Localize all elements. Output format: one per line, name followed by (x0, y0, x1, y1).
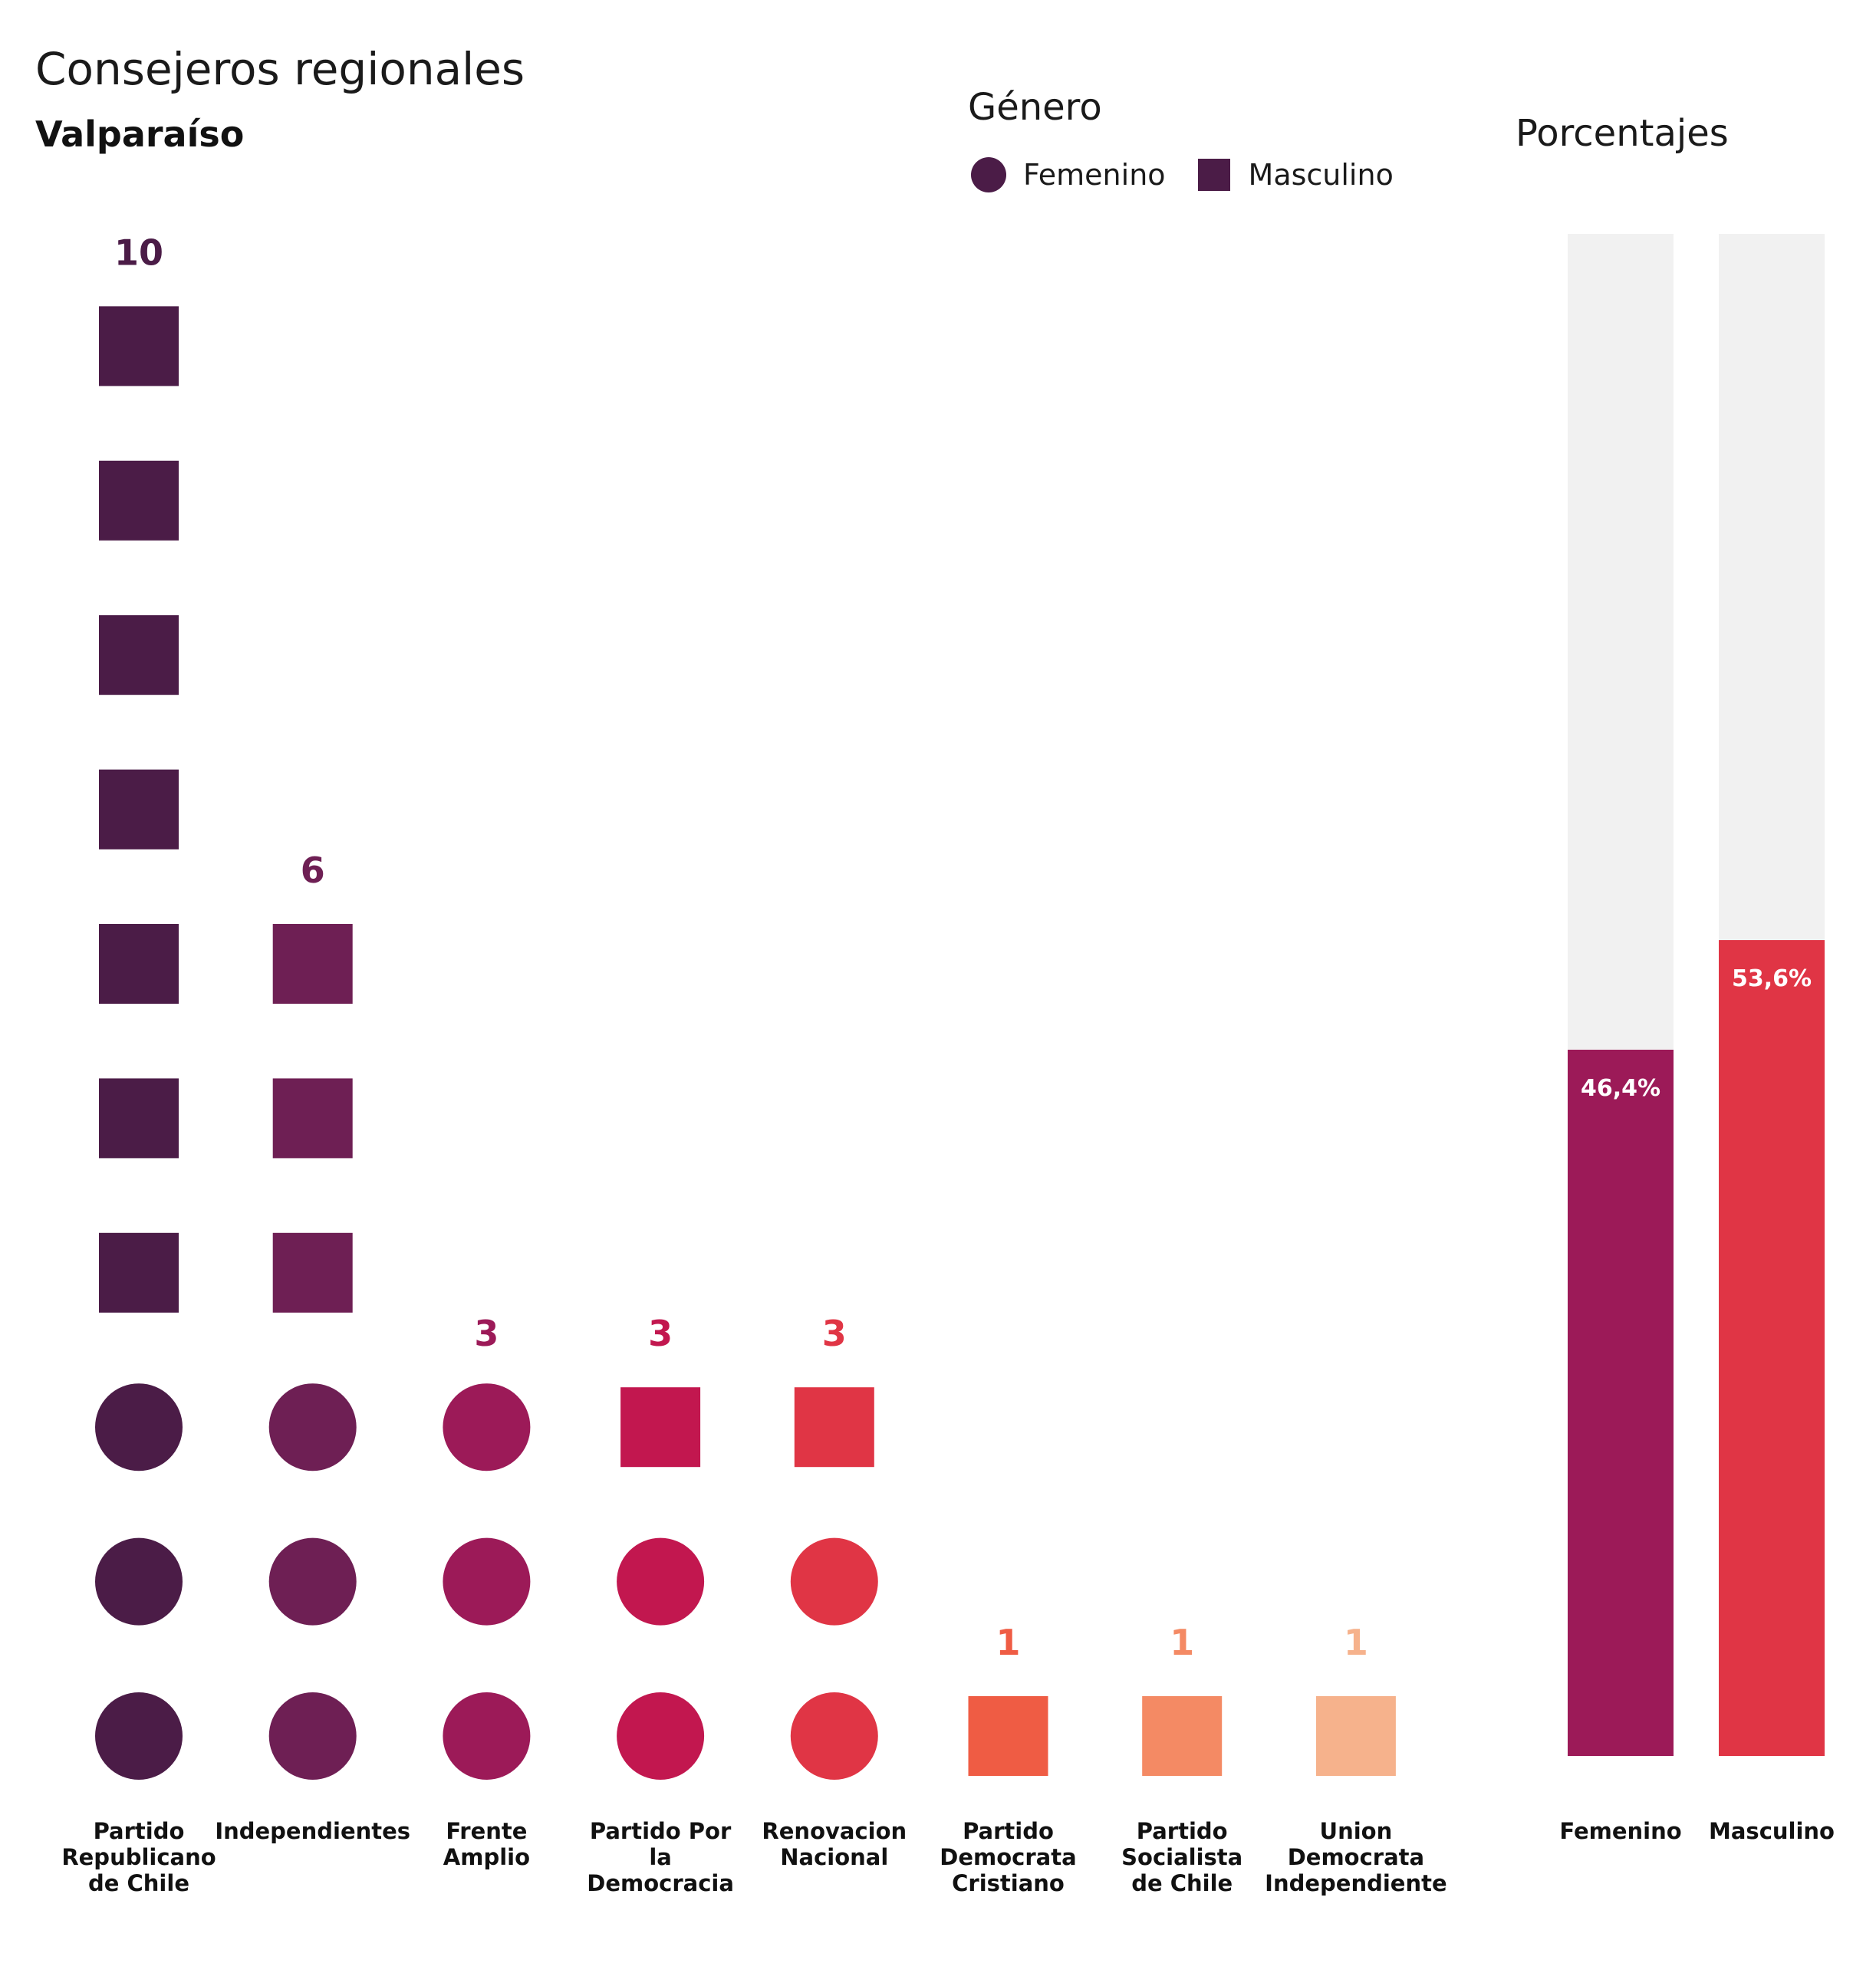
total-label: 1 (996, 1622, 1020, 1663)
unit-square (99, 1078, 179, 1159)
unit-circle (268, 1692, 357, 1780)
bar (1568, 1049, 1674, 1756)
legend-label-masculino: Masculino (1248, 158, 1394, 192)
circle-icon (971, 157, 1006, 192)
unit-square (99, 769, 179, 850)
category-label: Partido Republicano de Chile (61, 1818, 216, 1896)
unit-square (1142, 1696, 1223, 1776)
category-label: Partido Por la Democracia (587, 1818, 734, 1896)
category-label: Renovacion Nacional (762, 1818, 907, 1870)
unit-square (99, 1232, 179, 1313)
square-icon (1197, 159, 1230, 191)
unit-circle (790, 1537, 878, 1626)
total-label: 1 (1344, 1622, 1368, 1663)
unit-circle (95, 1537, 183, 1626)
category-label: Independientes (215, 1818, 410, 1844)
bar-value-label: 46,4% (1581, 1075, 1660, 1102)
chart-subtitle: Valparaíso (35, 113, 245, 155)
unit-square (620, 1387, 701, 1468)
unit-square (272, 1232, 353, 1313)
unit-circle (617, 1692, 705, 1780)
unit-circle (95, 1692, 183, 1780)
category-label: Partido Socialista de Chile (1121, 1818, 1242, 1896)
unit-circle (443, 1692, 531, 1780)
unit-square (968, 1696, 1048, 1776)
total-label: 1 (1170, 1622, 1194, 1663)
bar-category-label: Femenino (1559, 1818, 1681, 1844)
unit-square (99, 615, 179, 695)
unit-square (99, 306, 179, 386)
unit-square (1315, 1696, 1396, 1776)
category-label: Union Democrata Independiente (1265, 1818, 1446, 1896)
total-label: 6 (301, 850, 325, 891)
unit-circle (268, 1383, 357, 1471)
unit-square (794, 1387, 874, 1468)
unit-circle (617, 1537, 705, 1626)
unit-circle (95, 1383, 183, 1471)
unit-circle (443, 1537, 531, 1626)
total-label: 10 (114, 232, 163, 273)
bar-category-label: Masculino (1709, 1818, 1835, 1844)
total-label: 3 (822, 1313, 847, 1354)
unit-square (99, 460, 179, 541)
unit-square (99, 924, 179, 1004)
chart-title: Consejeros regionales (35, 43, 525, 95)
legend: Femenino Masculino (971, 153, 1394, 196)
bar (1719, 940, 1825, 1756)
bar-value-label: 53,6% (1732, 965, 1812, 992)
total-label: 3 (648, 1313, 673, 1354)
unit-circle (268, 1537, 357, 1626)
category-label: Frente Amplio (443, 1818, 530, 1870)
percent-panel-title: Porcentajes (1516, 112, 1729, 155)
unit-circle (790, 1692, 878, 1780)
category-label: Partido Democrata Cristiano (940, 1818, 1076, 1896)
unit-circle (443, 1383, 531, 1471)
unit-square (272, 1078, 353, 1159)
legend-label-femenino: Femenino (1023, 158, 1166, 192)
unit-square (272, 924, 353, 1004)
total-label: 3 (474, 1313, 499, 1354)
legend-title: Género (968, 86, 1102, 129)
